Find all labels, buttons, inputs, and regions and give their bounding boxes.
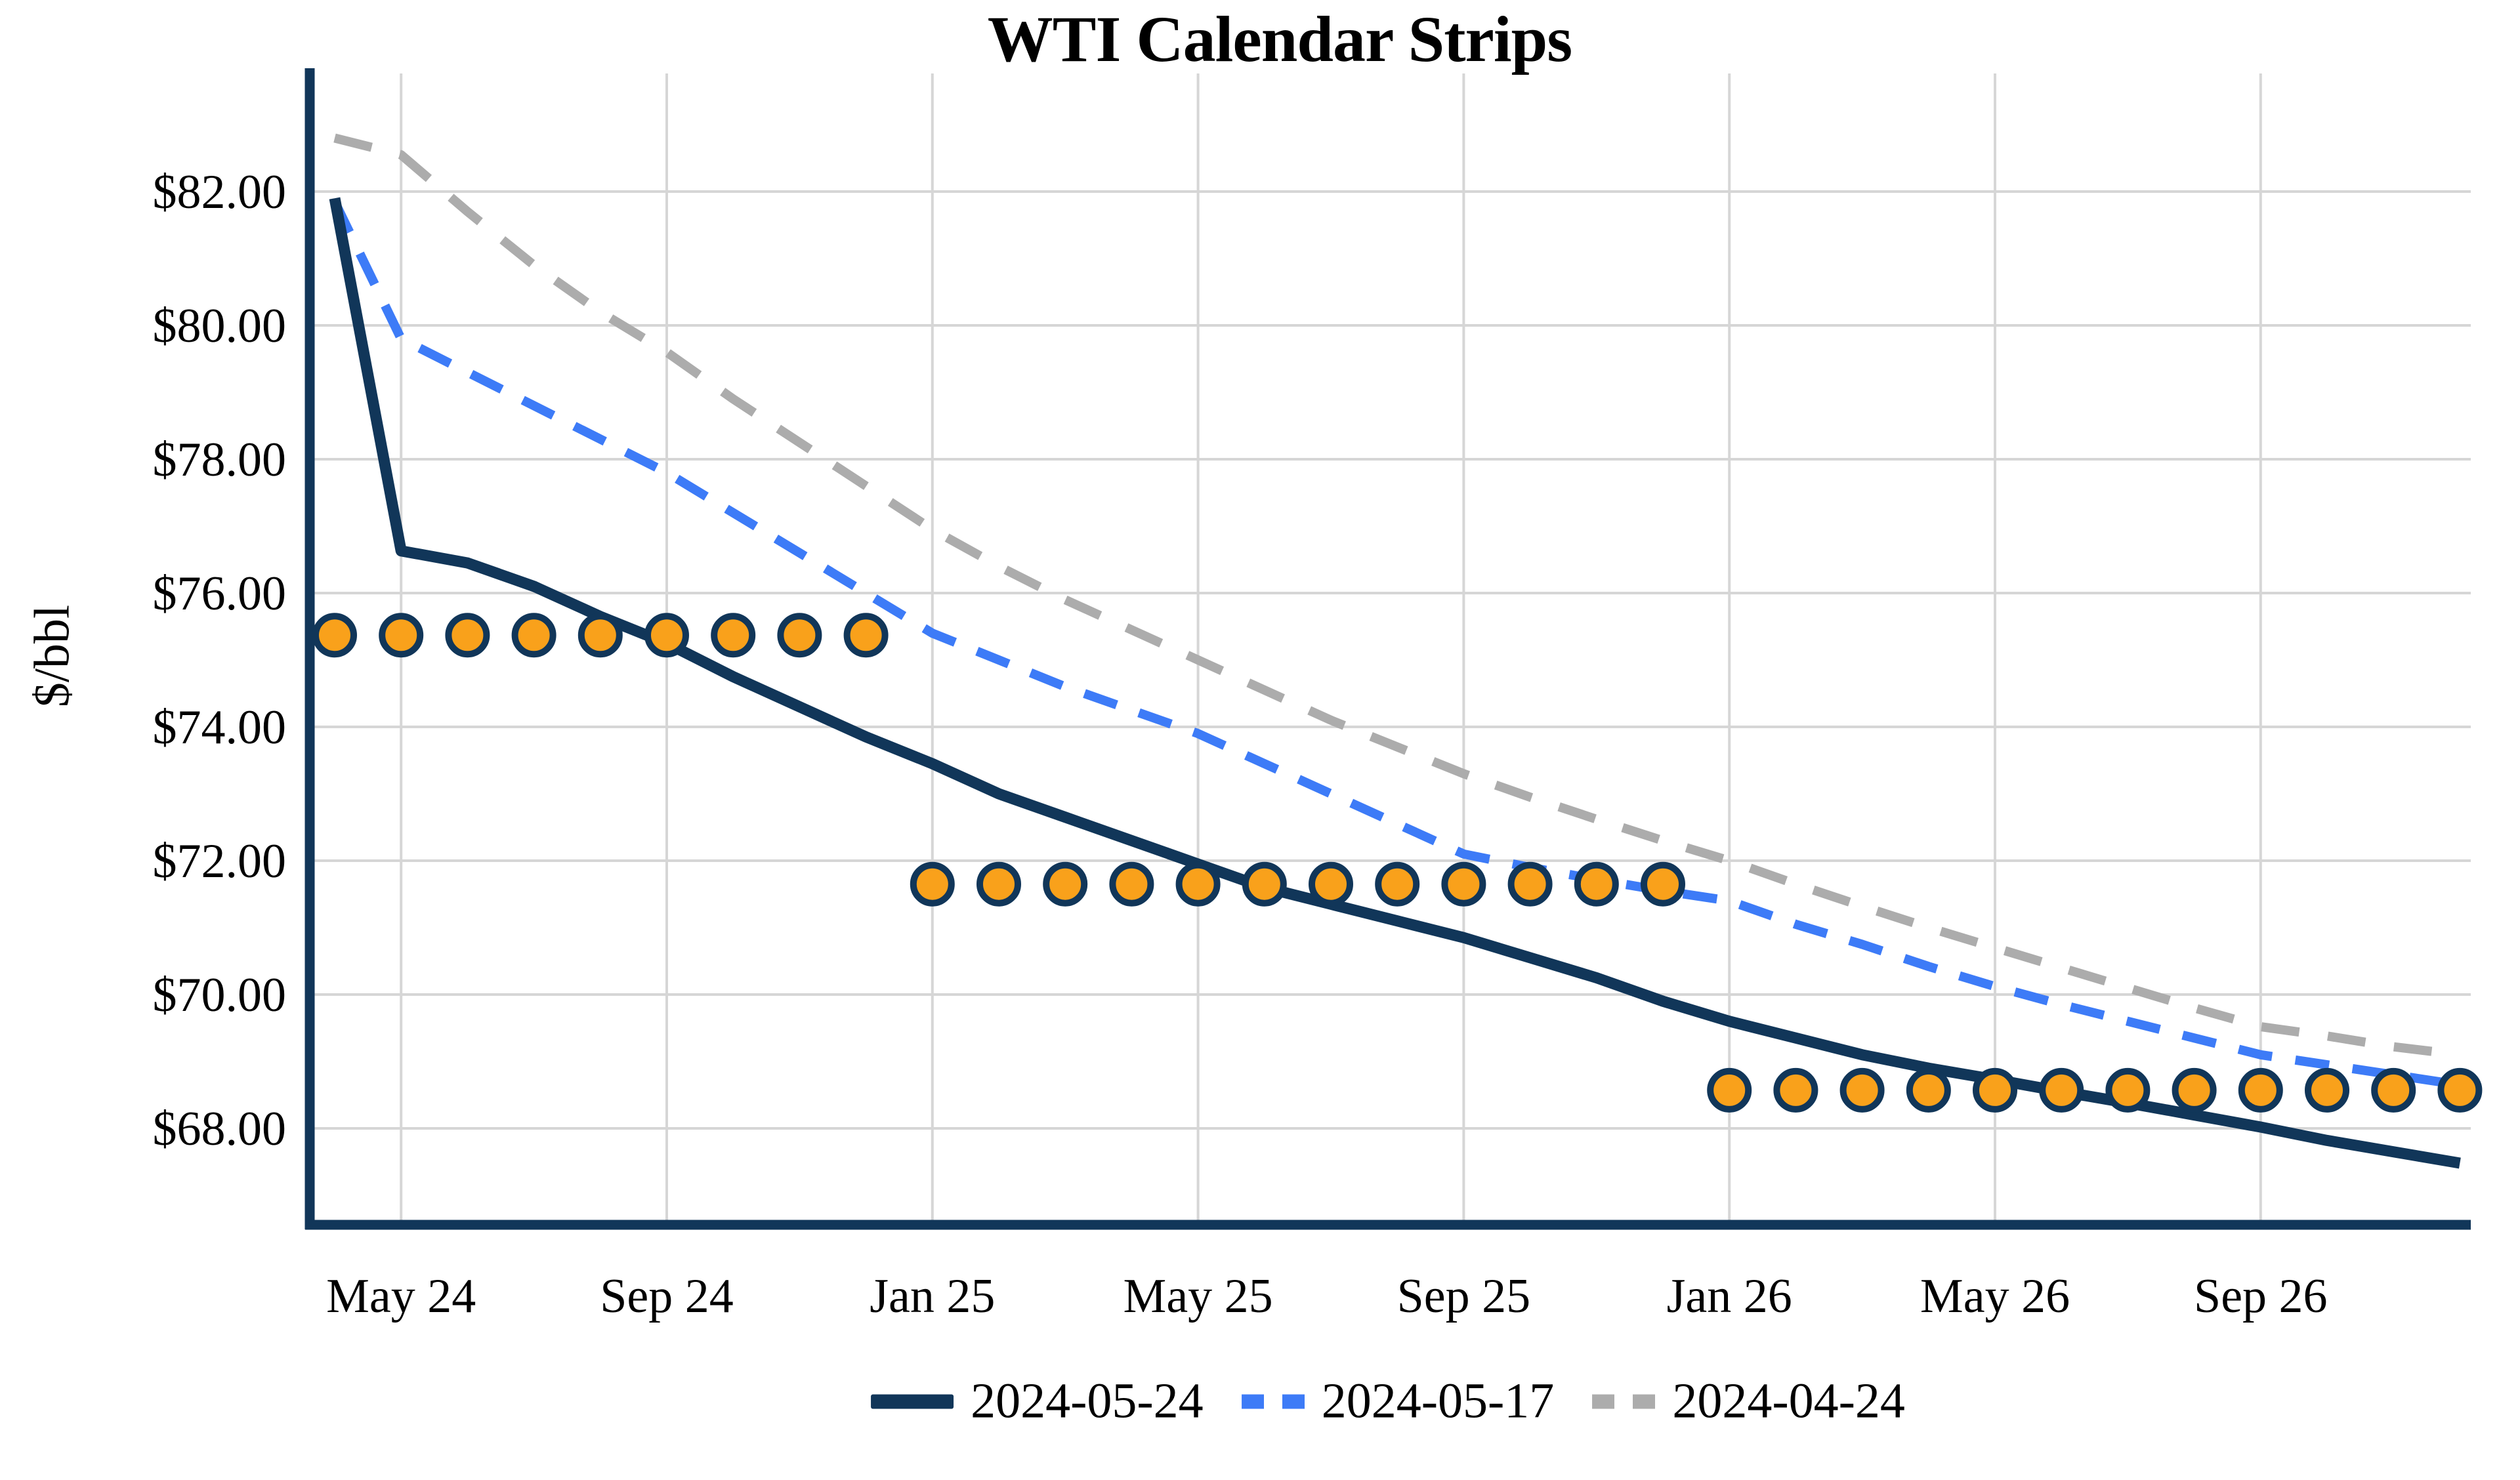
legend-label: 2024-05-17: [1321, 1373, 1555, 1429]
x-tick-label-Sep-25: Sep 25: [1397, 1269, 1531, 1323]
x-tick-label-Sep-26: Sep 26: [2194, 1269, 2328, 1323]
strip-dot-Cal-2026-strip-m32: [2437, 1067, 2483, 1113]
strip-dot-Cal-2025-strip-m17: [1441, 861, 1486, 907]
strip-dot-Cal-2026-strip-m21: [1707, 1067, 1752, 1113]
y-tick-label-82: $82.00: [153, 165, 287, 219]
legend-item-2024-05-24: 2024-05-24: [871, 1373, 1204, 1430]
legend-swatch-gray-dashed-line-icon: [1592, 1394, 1656, 1408]
x-tick-label-May-25: May 25: [1124, 1269, 1273, 1323]
x-tick-label-Sep-24: Sep 24: [600, 1269, 734, 1323]
legend-item-2024-05-17: 2024-05-17: [1241, 1373, 1555, 1430]
x-tick-label-Jan-25: Jan 25: [870, 1269, 995, 1323]
strip-dot-Cal-2025-strip-m16: [1375, 861, 1420, 907]
legend: 2024-05-24 2024-05-17 2024-04-24: [871, 1373, 1905, 1430]
strip-dot-Cal-2026-strip-m23: [1839, 1067, 1885, 1113]
strip-dot-Cal-2025-strip-m10: [976, 861, 1021, 907]
chart-title: WTI Calendar Strips: [987, 3, 1572, 75]
strip-dot-Cal-2024-strip-m3: [511, 613, 556, 658]
strip-dot-Cal-2026-strip-m22: [1773, 1067, 1818, 1113]
strip-dot-Cal-2024-strip-m7: [777, 613, 822, 658]
strip-dot-Cal-2025-strip-m13: [1175, 861, 1221, 907]
strip-dot-Cal-2024-strip-m8: [843, 613, 889, 658]
strip-dot-Cal-2026-strip-m27: [2105, 1067, 2151, 1113]
strip-dot-Cal-2024-strip-m1: [379, 613, 424, 658]
strip-dot-Cal-2025-strip-m20: [1641, 861, 1685, 907]
legend-label: 2024-04-24: [1672, 1373, 1905, 1429]
strip-dot-Cal-2025-strip-m18: [1507, 861, 1553, 907]
strip-dot-Cal-2026-strip-m30: [2305, 1067, 2349, 1113]
strip-dot-Cal-2024-strip-m4: [578, 613, 623, 658]
strip-dot-Cal-2026-strip-m28: [2172, 1067, 2217, 1113]
x-tick-label-Jan-26: Jan 26: [1667, 1269, 1792, 1323]
strip-dot-Cal-2025-strip-m15: [1309, 861, 1353, 907]
strip-dot-Cal-2025-strip-m11: [1043, 861, 1088, 907]
strip-dot-Cal-2024-strip-m5: [644, 613, 689, 658]
y-tick-label-68: $68.00: [153, 1102, 287, 1156]
strip-dot-Cal-2026-strip-m29: [2238, 1067, 2283, 1113]
series-line-2024-05-24: [329, 197, 2461, 1169]
y-tick-label-72: $72.00: [153, 834, 287, 888]
series-line-2024-05-17: [330, 199, 2461, 1090]
strip-dot-Cal-2025-strip-m12: [1109, 861, 1154, 907]
legend-swatch-blue-dashed-line-icon: [1241, 1394, 1305, 1408]
y-tick-label-70: $70.00: [153, 968, 287, 1022]
legend-swatch-solid-line-icon: [871, 1394, 954, 1408]
y-tick-label-80: $80.00: [153, 299, 287, 353]
strip-dot-Cal-2026-strip-m24: [1906, 1067, 1951, 1113]
y-tick-label-78: $78.00: [153, 433, 287, 487]
strip-dot-Cal-2025-strip-m14: [1242, 861, 1287, 907]
series-line-2024-04-24: [333, 133, 2461, 1059]
strip-dot-Cal-2025-strip-m19: [1574, 861, 1619, 907]
y-tick-label-74: $74.00: [153, 701, 287, 754]
strip-dot-Cal-2024-strip-m0: [312, 613, 357, 658]
strip-dot-Cal-2026-strip-m26: [2039, 1067, 2084, 1113]
y-tick-label-76: $76.00: [153, 567, 287, 621]
strip-dot-Cal-2025-strip-m9: [910, 861, 955, 907]
legend-item-2024-04-24: 2024-04-24: [1592, 1373, 1905, 1430]
strip-dot-Cal-2026-strip-m25: [1973, 1067, 2017, 1113]
strip-dot-Cal-2024-strip-m2: [445, 613, 490, 658]
y-axis-title: $/bbl: [24, 604, 80, 708]
legend-label: 2024-05-24: [971, 1373, 1204, 1429]
x-tick-label-May-24: May 24: [326, 1269, 476, 1323]
x-tick-label-May-26: May 26: [1920, 1269, 2070, 1323]
strip-dot-Cal-2026-strip-m31: [2371, 1067, 2416, 1113]
strip-dot-Cal-2024-strip-m6: [711, 613, 756, 658]
